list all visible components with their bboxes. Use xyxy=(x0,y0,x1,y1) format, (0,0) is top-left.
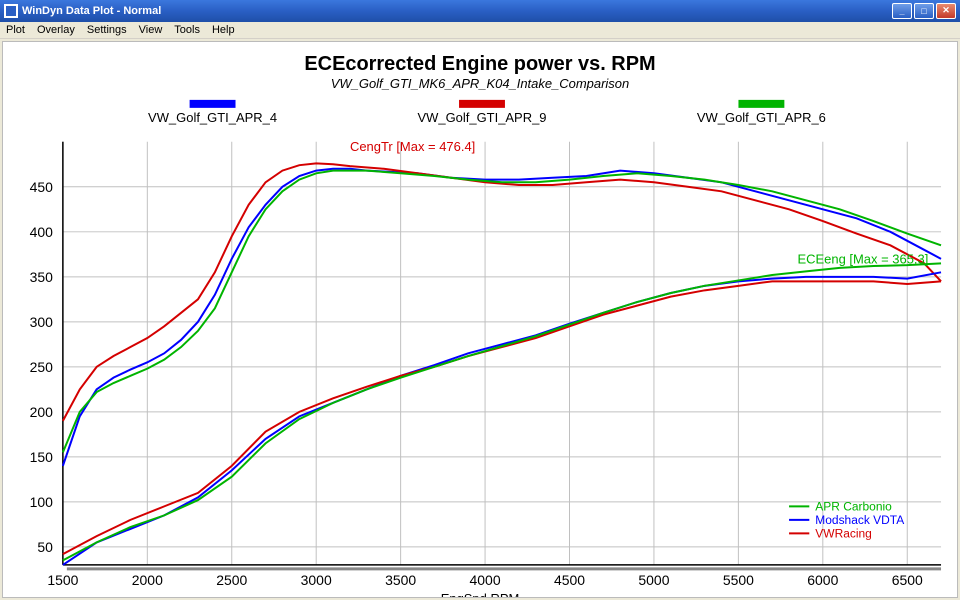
svg-text:VWRacing: VWRacing xyxy=(815,527,872,541)
svg-text:VW_Golf_GTI_APR_9: VW_Golf_GTI_APR_9 xyxy=(417,110,546,125)
menubar: Plot Overlay Settings View Tools Help xyxy=(0,22,960,40)
svg-text:3000: 3000 xyxy=(301,572,332,588)
window-title: WinDyn Data Plot - Normal xyxy=(22,5,892,17)
menu-overlay[interactable]: Overlay xyxy=(37,24,75,36)
svg-text:5500: 5500 xyxy=(723,572,754,588)
menu-view[interactable]: View xyxy=(139,24,163,36)
close-button[interactable]: ✕ xyxy=(936,3,956,19)
svg-text:6500: 6500 xyxy=(892,572,923,588)
svg-text:350: 350 xyxy=(30,269,54,285)
app-window: WinDyn Data Plot - Normal _ □ ✕ Plot Ove… xyxy=(0,0,960,600)
menu-tools[interactable]: Tools xyxy=(174,24,200,36)
menu-help[interactable]: Help xyxy=(212,24,235,36)
titlebar[interactable]: WinDyn Data Plot - Normal _ □ ✕ xyxy=(0,0,960,22)
svg-text:1500: 1500 xyxy=(47,572,78,588)
app-icon xyxy=(4,4,18,18)
chart-area: 1500 2000 2500 3000 3500 4000 4500 5000 5500 6000… xyxy=(2,41,958,598)
menu-settings[interactable]: Settings xyxy=(87,24,127,36)
svg-text:4000: 4000 xyxy=(470,572,501,588)
svg-text:6000: 6000 xyxy=(807,572,838,588)
svg-text:250: 250 xyxy=(30,359,54,375)
svg-text:300: 300 xyxy=(30,314,54,330)
svg-text:450: 450 xyxy=(30,179,54,195)
svg-text:100: 100 xyxy=(30,494,54,510)
svg-text:EngSpd RPM: EngSpd RPM xyxy=(441,591,520,597)
menu-plot[interactable]: Plot xyxy=(6,24,25,36)
svg-text:ECEcorrected Engine power vs.: ECEcorrected Engine power vs. RPM xyxy=(304,53,655,75)
svg-text:400: 400 xyxy=(30,224,54,240)
chart-svg: 1500 2000 2500 3000 3500 4000 4500 5000 5500 6000… xyxy=(3,42,957,597)
svg-text:50: 50 xyxy=(37,539,53,555)
svg-text:APR Carbonio: APR Carbonio xyxy=(815,500,892,514)
maximize-button[interactable]: □ xyxy=(914,3,934,19)
svg-text:Modshack VDTA: Modshack VDTA xyxy=(815,513,904,527)
svg-text:CengTr [Max = 476.4]: CengTr [Max = 476.4] xyxy=(350,139,475,154)
svg-text:3500: 3500 xyxy=(385,572,416,588)
svg-text:5000: 5000 xyxy=(638,572,669,588)
window-controls: _ □ ✕ xyxy=(892,3,956,19)
svg-text:150: 150 xyxy=(30,449,54,465)
svg-text:VW_Golf_GTI_MK6_APR_K04_Intake: VW_Golf_GTI_MK6_APR_K04_Intake_Compariso… xyxy=(331,76,629,91)
svg-text:2500: 2500 xyxy=(216,572,247,588)
svg-text:ECEeng [Max = 365.3]: ECEeng [Max = 365.3] xyxy=(797,251,928,266)
svg-text:VW_Golf_GTI_APR_4: VW_Golf_GTI_APR_4 xyxy=(148,110,277,125)
minimize-button[interactable]: _ xyxy=(892,3,912,19)
svg-text:200: 200 xyxy=(30,404,54,420)
svg-text:VW_Golf_GTI_APR_6: VW_Golf_GTI_APR_6 xyxy=(697,110,826,125)
svg-text:2000: 2000 xyxy=(132,572,163,588)
svg-text:4500: 4500 xyxy=(554,572,585,588)
